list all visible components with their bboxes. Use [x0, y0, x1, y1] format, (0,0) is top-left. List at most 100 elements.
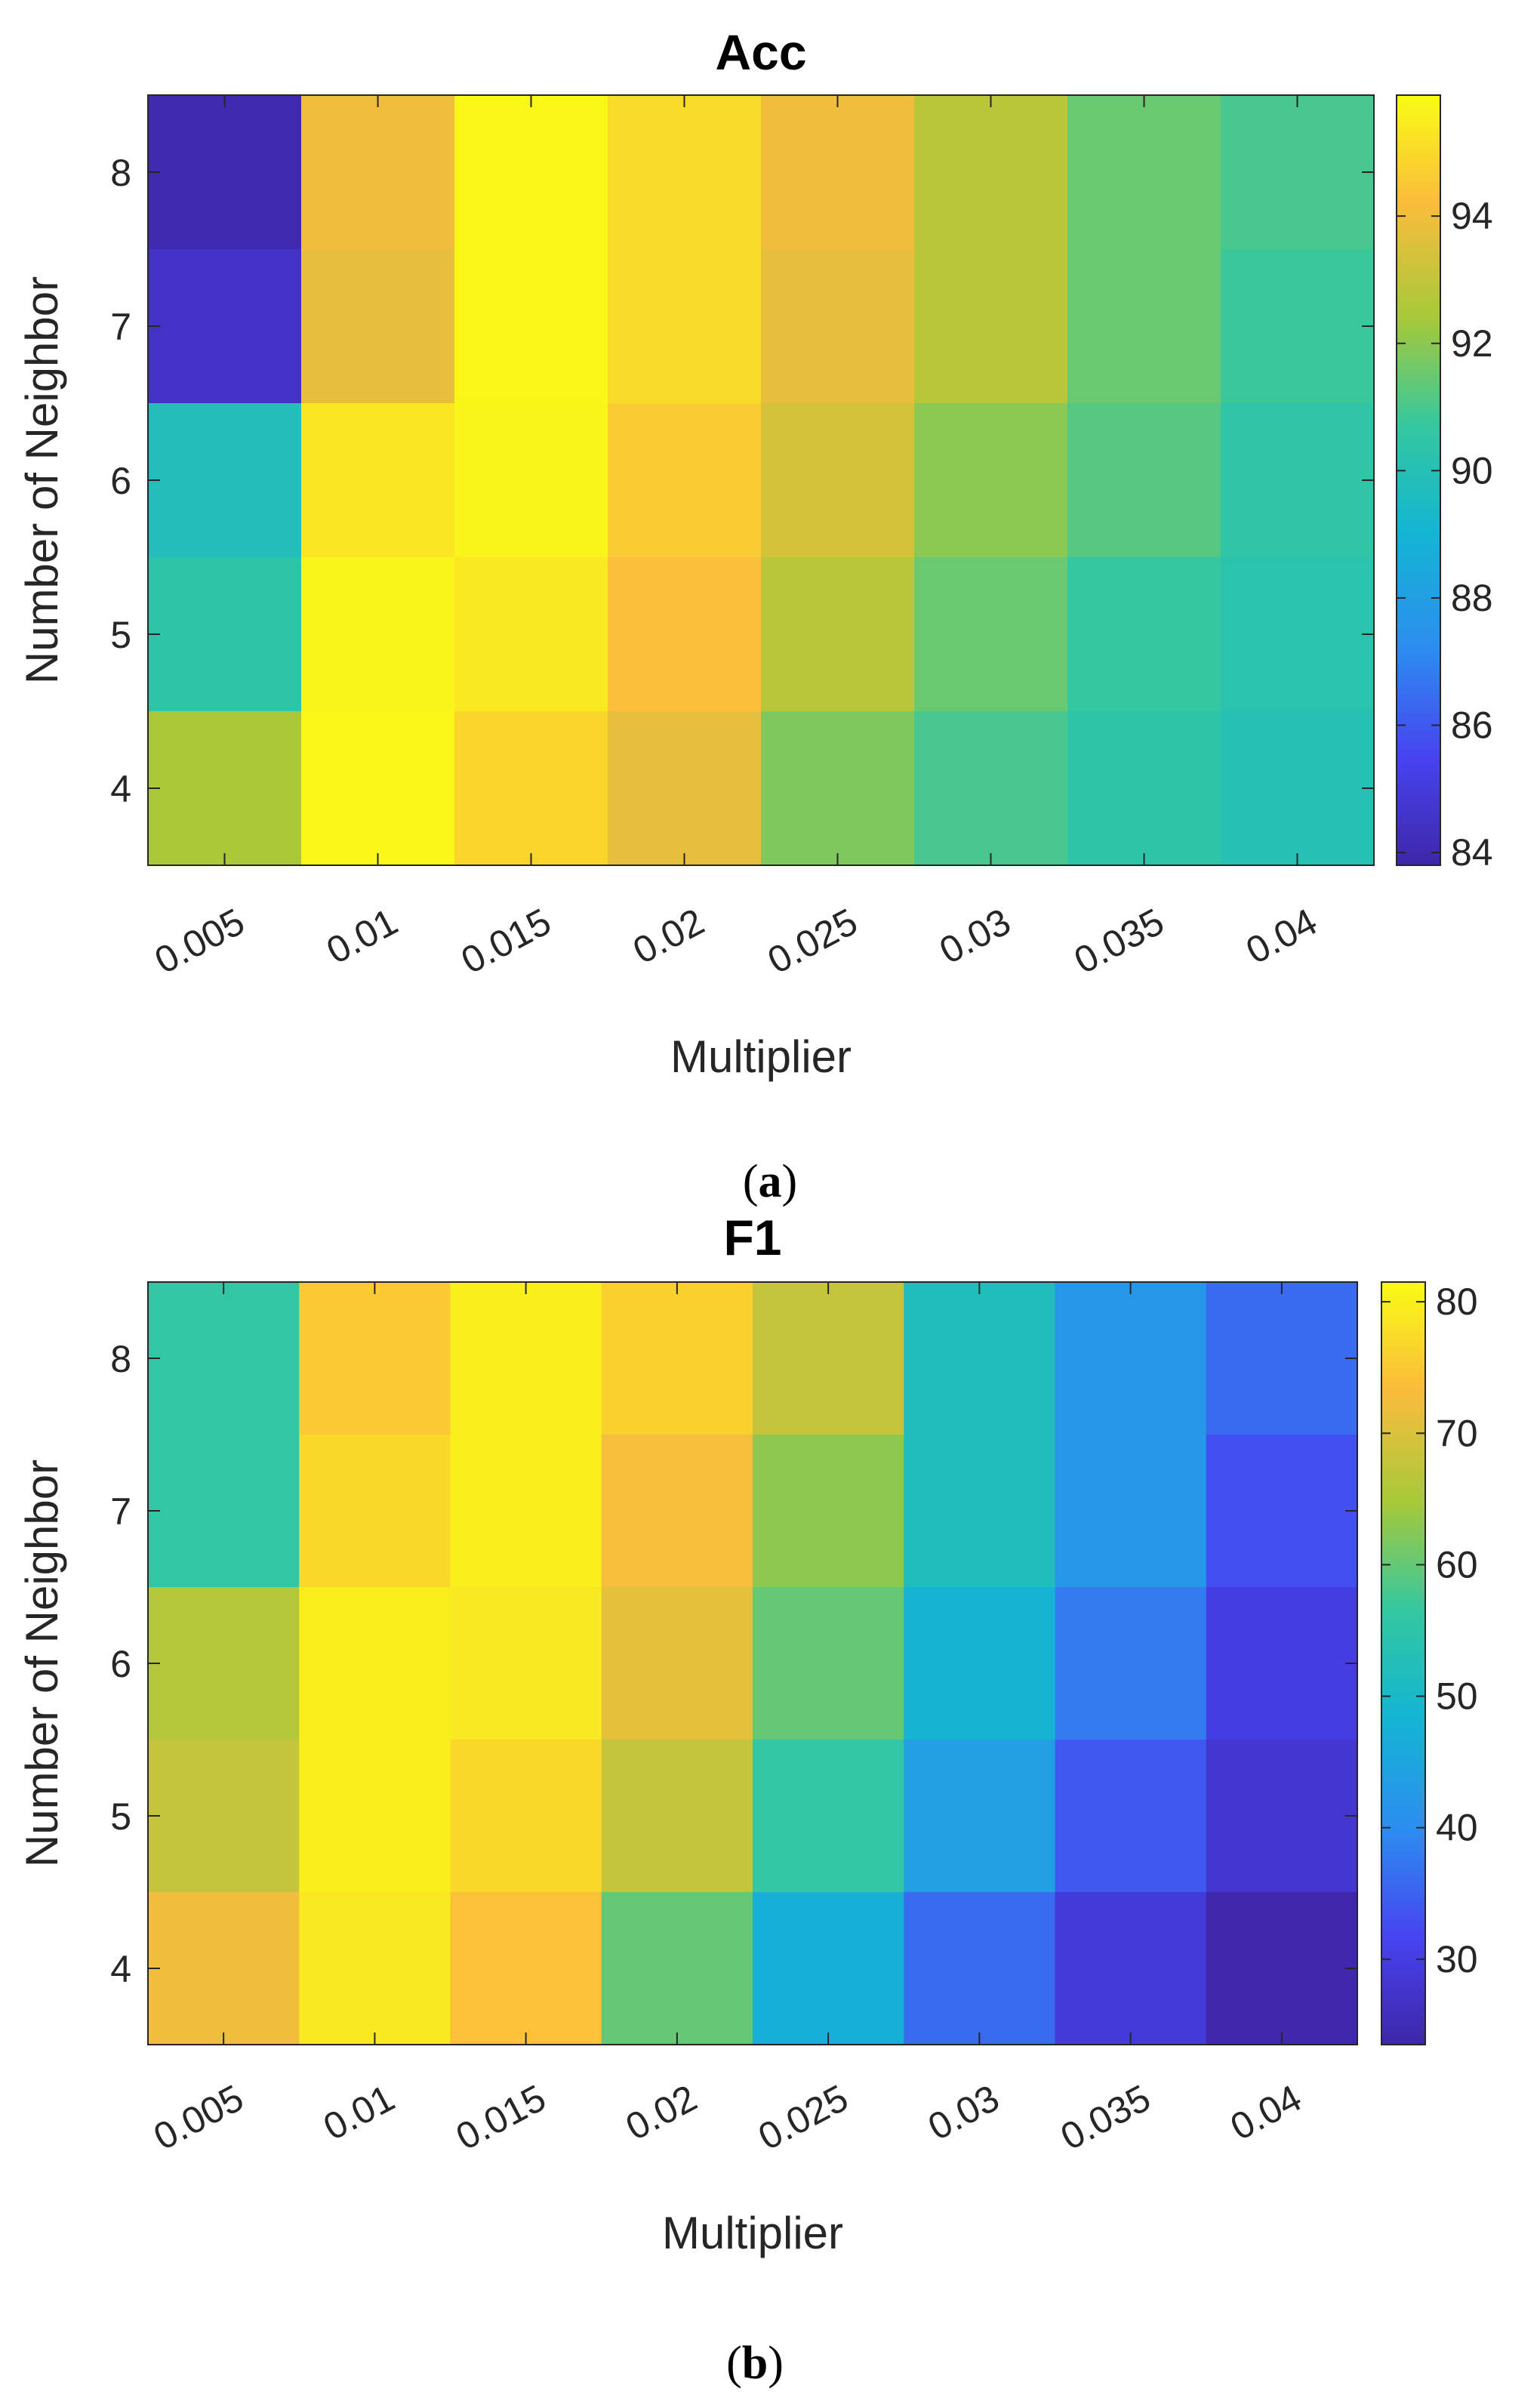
heatmap-cell	[753, 1282, 904, 1435]
heatmap-cell	[148, 95, 302, 250]
heatmap-cell	[761, 249, 915, 404]
x-tick-label: 0.015	[449, 2076, 553, 2158]
heatmap-cell	[601, 1740, 753, 1893]
heatmap-cell	[450, 1740, 602, 1893]
heatmap-cell	[454, 557, 608, 712]
x-tick-label: 0.035	[1054, 2076, 1157, 2158]
heatmap-cell	[1055, 1740, 1207, 1893]
heatmap-cell	[1067, 249, 1221, 404]
y-tick-label: 8	[110, 152, 131, 194]
heatmap-cell	[608, 403, 762, 558]
heatmap-cell	[299, 1435, 451, 1588]
heatmap-cell	[608, 711, 762, 866]
colorbar-tick-label: 86	[1451, 704, 1493, 747]
heatmap-cell	[1055, 1587, 1207, 1740]
heatmap-cell	[454, 249, 608, 404]
colorbar-tick-label: 40	[1436, 1807, 1478, 1849]
x-tick-label: 0.03	[921, 2076, 1006, 2148]
heatmap-cell	[299, 1740, 451, 1893]
y-tick-label: 8	[110, 1338, 131, 1380]
heatmap-cell	[1206, 1282, 1358, 1435]
colorbar-tick-label: 60	[1436, 1543, 1478, 1586]
heatmap-cell	[904, 1435, 1056, 1588]
heatmap-cell	[608, 249, 762, 404]
heatmap-cell	[450, 1587, 602, 1740]
heatmap-cell	[301, 557, 455, 712]
colorbar-tick-label: 70	[1436, 1412, 1478, 1454]
x-tick-label: 0.005	[147, 2076, 251, 2158]
colorbar-tick-label: 30	[1436, 1938, 1478, 1980]
heatmap-cell	[1055, 1282, 1207, 1435]
x-axis-label: Multiplier	[662, 2208, 843, 2258]
heatmap-cell	[301, 95, 455, 250]
panel-caption: (a)	[743, 1156, 797, 1207]
colorbar-tick-label: 84	[1451, 831, 1493, 874]
chart-title: F1	[723, 1210, 781, 1265]
heatmap-cell	[761, 403, 915, 558]
x-tick-label: 0.04	[1224, 2076, 1308, 2148]
heatmap-cell	[753, 1587, 904, 1740]
x-tick-label: 0.025	[752, 2076, 855, 2158]
heatmap-cell	[299, 1282, 451, 1435]
y-tick-label: 5	[110, 614, 131, 656]
heatmap-cell	[1067, 95, 1221, 250]
heatmap-cell	[1206, 1587, 1358, 1740]
heatmap-cell	[1221, 557, 1375, 712]
x-tick-label: 0.03	[932, 900, 1017, 972]
heatmap-cell	[148, 1740, 300, 1893]
x-tick-label: 0.025	[761, 900, 864, 982]
heatmap-cell	[1055, 1435, 1207, 1588]
heatmap-cell	[753, 1435, 904, 1588]
heatmap-cell	[1206, 1435, 1358, 1588]
colorbar-tick-label: 80	[1436, 1281, 1478, 1323]
x-tick-label: 0.02	[626, 900, 710, 972]
heatmap-cell	[1067, 711, 1221, 866]
heatmap-cell	[1055, 1892, 1207, 2045]
heatmap-cell	[148, 557, 302, 712]
heatmap-cell	[454, 711, 608, 866]
heatmap-cell	[148, 249, 302, 404]
panel-a: 0.005 0.01 0.015 0.02 0.025 0.03 0.035 0.04 8 7 6 5…	[17, 24, 1493, 1207]
heatmap-cell	[1221, 711, 1375, 866]
colorbar	[1396, 94, 1441, 866]
heatmap-cell	[454, 403, 608, 558]
heatmap-cell	[601, 1435, 753, 1588]
heatmap-cell	[608, 95, 762, 250]
heatmap-cell	[761, 711, 915, 866]
heatmap-cell	[761, 95, 915, 250]
heatmap-cell	[904, 1892, 1056, 2045]
colorbar-tick-label: 88	[1451, 577, 1493, 619]
x-tick-label: 0.04	[1239, 900, 1323, 972]
colorbar-tick-label: 92	[1451, 322, 1493, 365]
heatmap-cell	[148, 403, 302, 558]
heatmap-cell	[299, 1587, 451, 1740]
heatmap-cell	[1206, 1892, 1358, 2045]
y-tick-label: 5	[110, 1795, 131, 1838]
colorbar	[1381, 1281, 1426, 2045]
heatmap-cell	[450, 1892, 602, 2045]
heatmap-cell	[148, 1282, 300, 1435]
heatmap-cell	[301, 249, 455, 404]
heatmap-cell	[1206, 1740, 1358, 1893]
y-tick-label: 7	[110, 1490, 131, 1533]
heatmap-cell	[148, 1587, 300, 1740]
heatmap-cell	[454, 95, 608, 250]
x-tick-label: 0.01	[316, 2076, 401, 2148]
heatmap-cell	[450, 1435, 602, 1588]
x-tick-label: 0.005	[148, 900, 251, 982]
colorbar-tick-label: 50	[1436, 1675, 1478, 1718]
heatmap-cell	[608, 557, 762, 712]
x-tick-label: 0.015	[454, 900, 558, 982]
heatmap-cell	[914, 711, 1068, 866]
y-tick-label: 7	[110, 306, 131, 348]
y-tick-label: 6	[110, 460, 131, 502]
heatmap-cell	[301, 711, 455, 866]
heatmap-cell	[753, 1892, 904, 2045]
heatmap-cell	[1221, 95, 1375, 250]
heatmap-cell	[904, 1740, 1056, 1893]
heatmap-cell	[601, 1282, 753, 1435]
heatmap-cell	[914, 95, 1068, 250]
colorbar-tick-label: 90	[1451, 449, 1493, 492]
